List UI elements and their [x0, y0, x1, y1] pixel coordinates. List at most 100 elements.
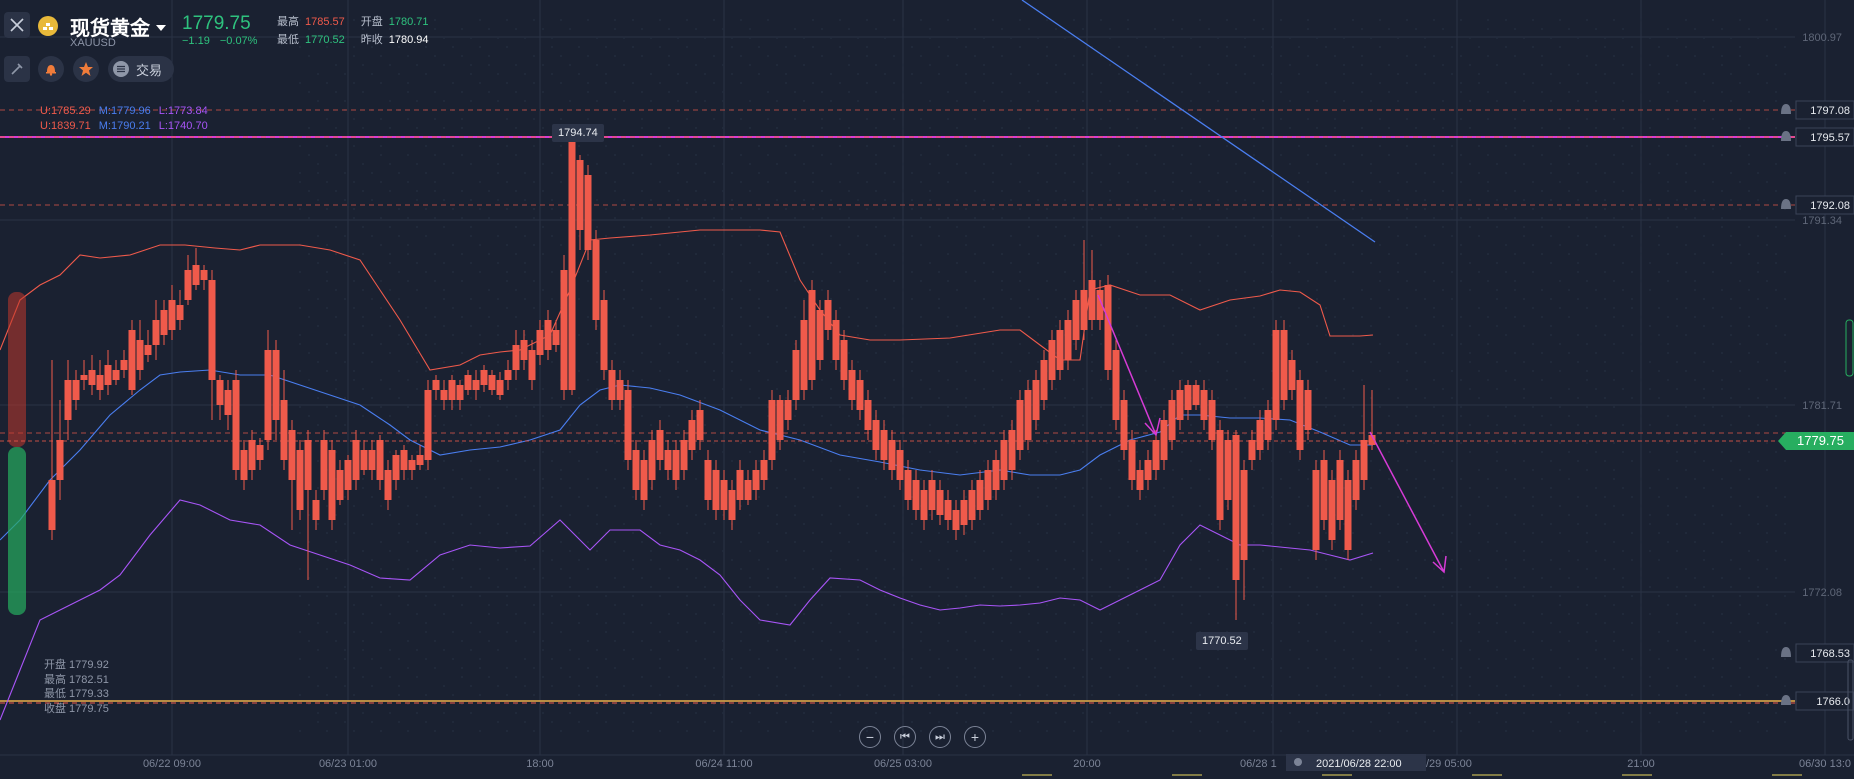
map-dot: [1315, 648, 1319, 652]
map-dot: [640, 288, 644, 292]
map-dot: [1666, 279, 1670, 283]
map-dot: [676, 720, 680, 724]
map-dot: [1414, 189, 1418, 193]
zoom-in-button[interactable]: +: [964, 726, 986, 748]
alert-button[interactable]: [38, 56, 64, 82]
map-dot: [1333, 441, 1337, 445]
map-dot: [658, 342, 662, 346]
map-dot: [712, 378, 716, 382]
map-dot: [991, 144, 995, 148]
map-dot: [1225, 378, 1229, 382]
map-dot: [451, 594, 455, 598]
map-dot: [811, 171, 815, 175]
candle-body: [496, 380, 504, 395]
map-dot: [514, 576, 518, 580]
map-dot: [442, 711, 446, 715]
map-dot: [388, 261, 392, 265]
map-dot: [793, 603, 797, 607]
map-dot: [1630, 171, 1634, 175]
map-dot: [1765, 279, 1769, 283]
instrument-title[interactable]: 现货黄金: [70, 12, 166, 41]
map-dot: [1378, 342, 1382, 346]
map-dot: [721, 414, 725, 418]
map-dot: [1675, 324, 1679, 328]
map-dot: [1540, 153, 1544, 157]
map-dot: [784, 333, 788, 337]
map-dot: [1504, 207, 1508, 211]
map-dot: [1477, 495, 1481, 499]
map-dot: [1126, 252, 1130, 256]
map-dot: [640, 639, 644, 643]
map-dot: [1180, 252, 1184, 256]
map-dot: [1360, 639, 1364, 643]
map-dot: [1549, 486, 1553, 490]
map-dot: [910, 684, 914, 688]
map-dot: [829, 261, 833, 265]
draw-tool-button[interactable]: [4, 56, 30, 82]
candle-body: [1360, 440, 1368, 480]
map-dot: [1774, 648, 1778, 652]
trade-button[interactable]: 交易: [108, 56, 174, 82]
candle-body: [1032, 380, 1040, 420]
map-dot: [874, 612, 878, 616]
map-dot: [748, 324, 752, 328]
map-dot: [1009, 324, 1013, 328]
map-dot: [1018, 279, 1022, 283]
map-dot: [1693, 252, 1697, 256]
map-dot: [1090, 333, 1094, 337]
map-dot: [433, 18, 437, 22]
current-price: 1779.75: [182, 13, 251, 34]
map-dot: [1387, 189, 1391, 193]
map-dot: [1144, 396, 1148, 400]
map-dot: [1702, 36, 1706, 40]
map-dot: [1765, 630, 1769, 634]
map-dot: [631, 567, 635, 571]
map-dot: [928, 351, 932, 355]
map-dot: [1513, 378, 1517, 382]
map-dot: [1198, 180, 1202, 184]
map-dot: [1144, 234, 1148, 238]
favorite-button[interactable]: [73, 56, 99, 82]
map-dot: [631, 558, 635, 562]
map-dot: [622, 324, 626, 328]
map-dot: [784, 81, 788, 85]
map-dot: [847, 639, 851, 643]
map-dot: [685, 666, 689, 670]
map-dot: [1540, 450, 1544, 454]
map-dot: [523, 558, 527, 562]
map-dot: [1135, 288, 1139, 292]
map-dot: [1549, 99, 1553, 103]
scroll-end-button[interactable]: ⏭: [929, 726, 951, 748]
map-dot: [937, 234, 941, 238]
map-dot: [1225, 18, 1229, 22]
map-dot: [1477, 468, 1481, 472]
map-dot: [793, 189, 797, 193]
scroll-start-button[interactable]: ⏮: [894, 726, 916, 748]
close-button[interactable]: [4, 12, 30, 38]
map-dot: [352, 279, 356, 283]
map-dot: [784, 369, 788, 373]
map-dot: [1432, 144, 1436, 148]
map-dot: [1612, 504, 1616, 508]
map-dot: [1288, 225, 1292, 229]
map-dot: [856, 333, 860, 337]
map-dot: [1549, 522, 1553, 526]
map-dot: [1252, 306, 1256, 310]
map-dot: [595, 450, 599, 454]
map-dot: [1036, 261, 1040, 265]
map-dot: [1477, 693, 1481, 697]
map-dot: [1441, 288, 1445, 292]
map-dot: [703, 585, 707, 589]
map-dot: [1351, 81, 1355, 85]
map-dot: [1198, 468, 1202, 472]
map-dot: [1585, 405, 1589, 409]
map-dot: [1549, 198, 1553, 202]
map-dot: [658, 405, 662, 409]
map-dot: [334, 63, 338, 67]
map-dot: [1783, 72, 1787, 76]
map-dot: [1747, 288, 1751, 292]
map-dot: [505, 342, 509, 346]
zoom-out-button[interactable]: −: [859, 726, 881, 748]
map-dot: [1738, 594, 1742, 598]
